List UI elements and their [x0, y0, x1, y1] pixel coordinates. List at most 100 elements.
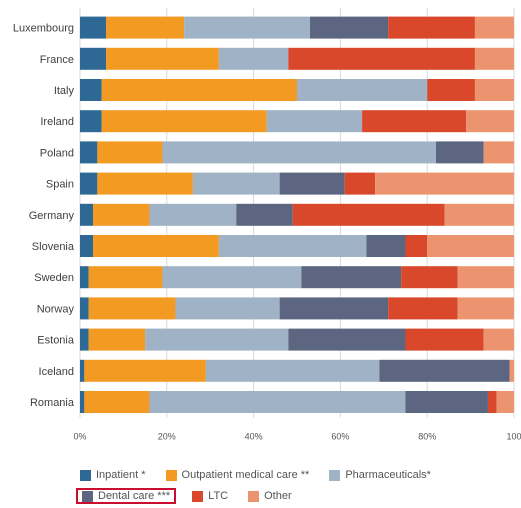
- x-tick-label: 20%: [158, 432, 176, 442]
- bar-segment: [80, 79, 102, 101]
- x-tick-label: 80%: [418, 432, 436, 442]
- bar-segment: [266, 110, 363, 133]
- bar-segment: [205, 359, 380, 382]
- bar-segment: [101, 110, 267, 133]
- bar-segment: [288, 328, 406, 351]
- legend: Inpatient * Outpatient medical care ** P…: [76, 466, 516, 508]
- bar-segment: [483, 328, 514, 351]
- bar-segment: [218, 47, 289, 70]
- category-label: Spain: [46, 179, 74, 191]
- legend-item-ltc: LTC: [188, 489, 232, 503]
- bar-segment: [84, 391, 150, 413]
- bar-segment: [379, 359, 510, 382]
- bar-segment: [388, 297, 458, 320]
- bar-segment: [97, 172, 193, 195]
- bar-segment: [457, 266, 514, 289]
- bar-segment: [310, 16, 389, 39]
- bar-segment: [192, 172, 280, 195]
- bar-segment: [301, 266, 402, 289]
- category-label: Luxembourg: [13, 23, 74, 35]
- bar-segment: [80, 328, 89, 351]
- legend-swatch: [192, 490, 204, 502]
- x-tick-label: 60%: [331, 432, 349, 442]
- bar-segment: [80, 172, 98, 195]
- bar-segment: [106, 47, 219, 70]
- x-axis: 0% 20% 40% 60% 80% 100: [73, 432, 521, 442]
- bar-segment: [279, 297, 389, 320]
- bar-segment: [236, 203, 293, 226]
- category-label: Sweden: [34, 272, 74, 284]
- bar-segment: [474, 16, 514, 39]
- bar-segment: [297, 79, 428, 101]
- bar-segment: [288, 47, 475, 70]
- bar-segment: [80, 110, 102, 133]
- legend-row-1: Inpatient * Outpatient medical care ** P…: [76, 466, 516, 484]
- bar-segment: [427, 235, 514, 257]
- legend-item-outpatient: Outpatient medical care **: [162, 468, 314, 482]
- bar-segment: [509, 359, 514, 382]
- legend-item-other: Other: [244, 489, 296, 503]
- x-tick-label: 40%: [245, 432, 263, 442]
- legend-swatch: [248, 490, 260, 502]
- bar-segment: [149, 203, 237, 226]
- legend-label: Other: [264, 490, 292, 502]
- bar-segment: [388, 16, 475, 39]
- bar-segment: [292, 203, 445, 226]
- bar-segment: [80, 391, 85, 413]
- category-label: Romania: [30, 397, 75, 409]
- category-label: Italy: [54, 85, 75, 97]
- bar-segment: [175, 297, 280, 320]
- bar-segment: [80, 235, 94, 257]
- category-label: Iceland: [39, 366, 74, 378]
- bar-segment: [366, 235, 406, 257]
- category-label: Estonia: [37, 335, 75, 347]
- bar-segment: [80, 266, 89, 289]
- legend-swatch: [82, 490, 93, 502]
- bar-segment: [474, 79, 514, 101]
- bar-segment: [84, 359, 206, 382]
- legend-label: Dental care ***: [98, 490, 171, 502]
- bar-segment: [466, 110, 514, 133]
- bar-segment: [80, 297, 89, 320]
- bar-segment: [344, 172, 376, 195]
- bar-segment: [435, 141, 484, 164]
- legend-item-dental-care: Dental care ***: [76, 488, 177, 504]
- category-label: France: [40, 54, 74, 66]
- bar-segment: [93, 235, 219, 257]
- legend-swatch: [80, 469, 91, 481]
- bar-segment: [80, 141, 98, 164]
- bar-segment: [97, 141, 163, 164]
- legend-item-inpatient: Inpatient *: [76, 468, 150, 482]
- bar-segment: [405, 328, 484, 351]
- bar-segment: [496, 391, 514, 413]
- bar-segment: [483, 141, 514, 164]
- bar-segment: [279, 172, 345, 195]
- bar-segment: [88, 266, 163, 289]
- bar-segment: [80, 203, 94, 226]
- bar-segment: [401, 266, 458, 289]
- bar-segment: [474, 47, 514, 70]
- bar-segment: [145, 328, 289, 351]
- bar-segment: [218, 235, 367, 257]
- bar-segment: [375, 172, 514, 195]
- legend-label: Inpatient *: [96, 469, 146, 481]
- category-label: Germany: [29, 210, 75, 222]
- legend-label: Outpatient medical care **: [181, 469, 310, 481]
- x-tick-label: 0%: [73, 432, 86, 442]
- legend-label: Pharmaceuticals*: [345, 469, 431, 481]
- bar-segment: [184, 16, 311, 39]
- bar-segment: [101, 79, 297, 101]
- bar-segment: [149, 391, 406, 413]
- bar-segment: [106, 16, 185, 39]
- bar-segment: [405, 391, 488, 413]
- bar-segment: [162, 141, 436, 164]
- bar-segment: [362, 110, 467, 133]
- stacked-bar-chart: Luxembourg France Italy Ireland Poland Spain G…: [13, 8, 521, 442]
- bar-segment: [405, 235, 428, 257]
- bar-segment: [93, 203, 150, 226]
- legend-swatch: [329, 469, 341, 481]
- legend-item-pharmaceuticals: Pharmaceuticals*: [325, 468, 435, 482]
- x-tick-label: 100: [506, 432, 521, 442]
- legend-label: LTC: [208, 490, 229, 502]
- category-labels: Luxembourg France Italy Ireland Poland Spain G…: [13, 23, 75, 409]
